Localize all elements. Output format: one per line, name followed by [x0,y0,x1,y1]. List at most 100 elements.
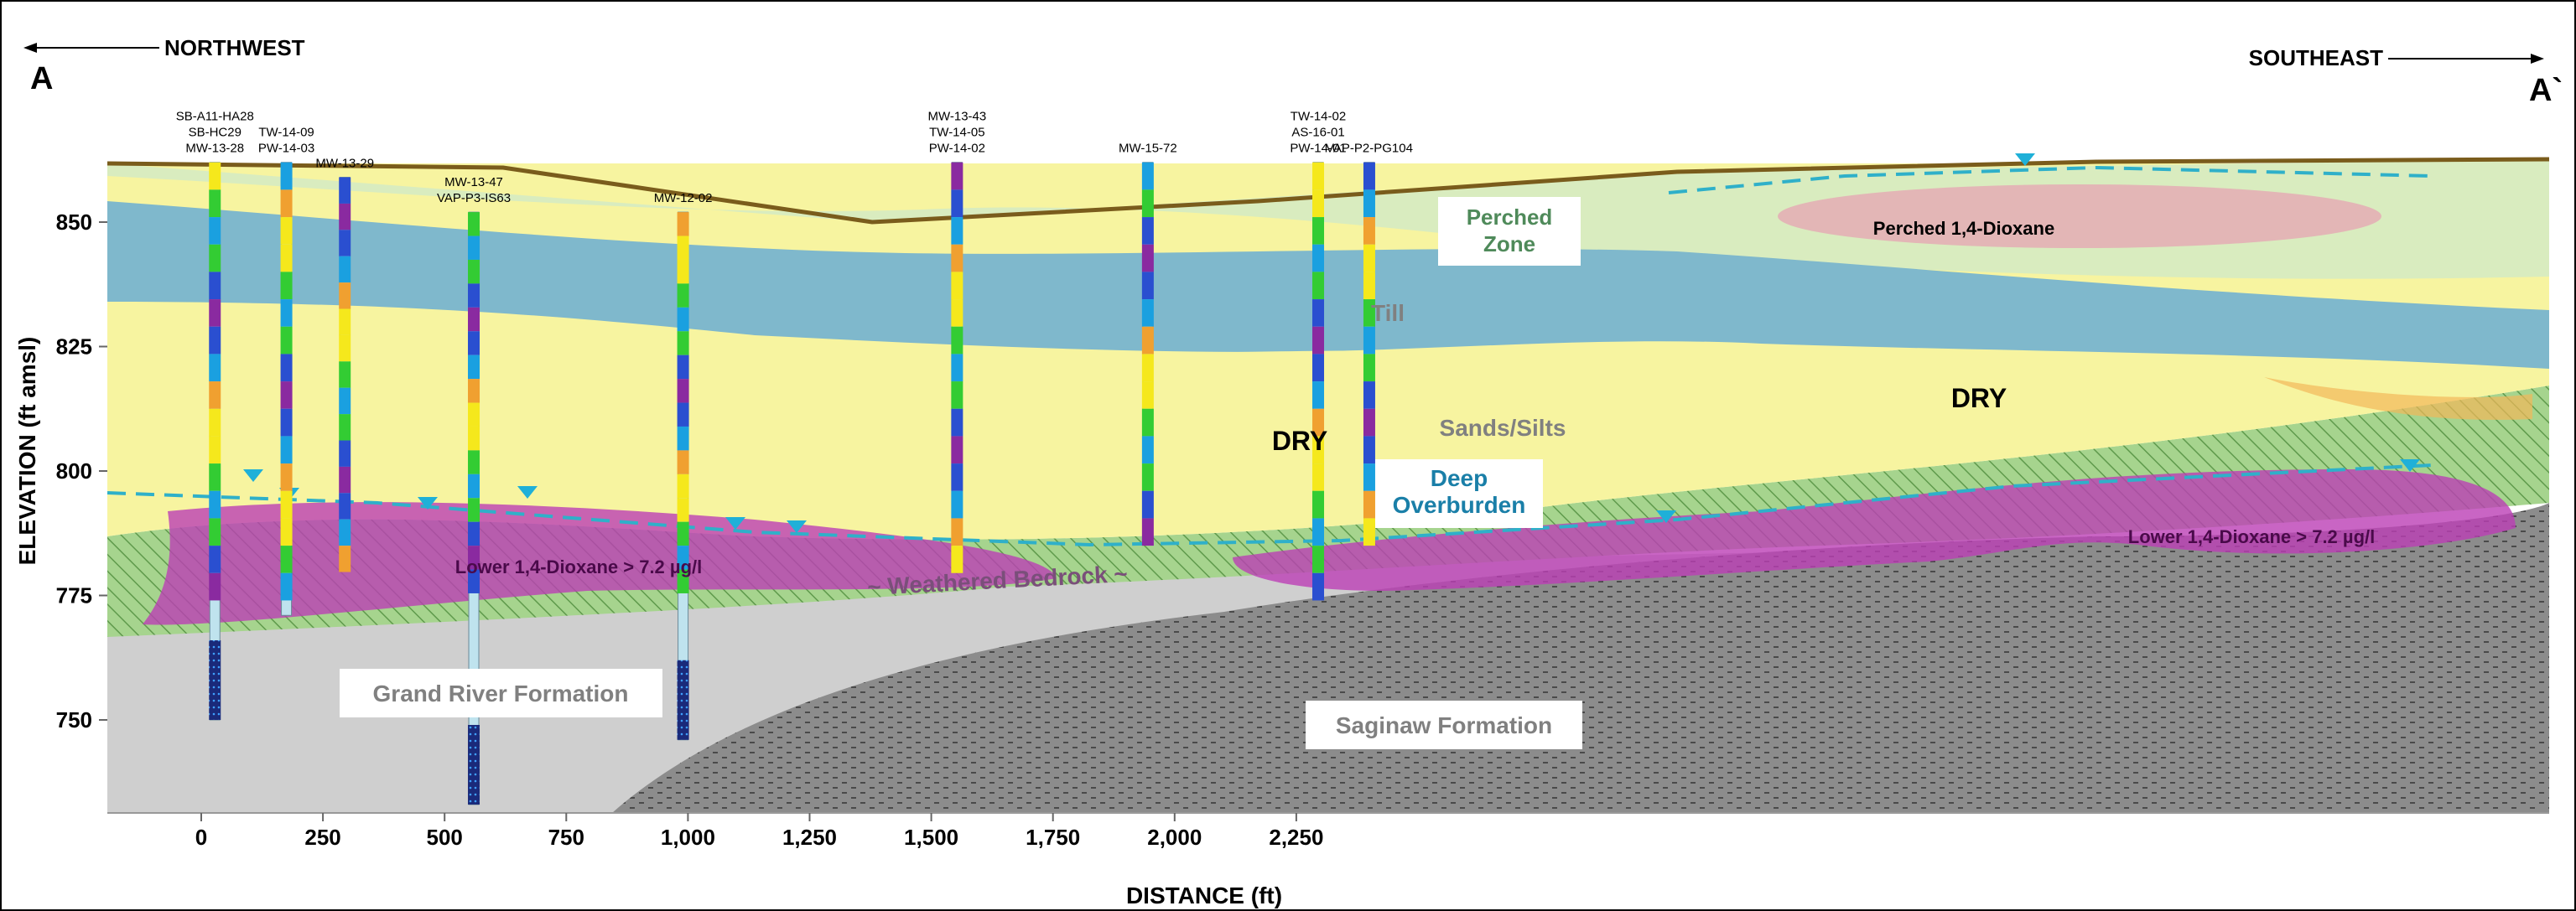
y-axis-label: ELEVATION (ft amsl) [14,337,40,566]
x-tick-label: 500 [427,825,463,850]
y-tick-label: 850 [56,210,92,235]
borehole-log-segment [1312,463,1325,491]
borehole-log-segment [468,569,480,593]
borehole-log-segment [209,354,221,382]
borehole-log-segment [209,217,221,245]
borehole-log-segment [1363,381,1375,409]
borehole-log-segment [1141,436,1154,464]
borehole-log-segment [1363,463,1375,491]
borehole-log-segment [677,307,689,332]
saginaw-formation [612,503,2549,813]
x-tick-label: 250 [304,825,340,850]
borehole-log-segment [1141,463,1154,491]
borehole-label: VAP-P2-PG104 [1326,142,1413,156]
borehole-log-segment [468,426,480,451]
borehole-log-segment [951,518,963,546]
borehole-log-segment [677,259,689,284]
borehole-log-segment [1312,518,1325,546]
borehole-log-segment [209,408,221,437]
borehole-w4: MW-13-47 VAP-P3-IS63 [437,175,511,805]
borehole-log-segment [1312,217,1325,245]
borehole-log-segment [209,381,221,409]
borehole-log-segment [1363,326,1375,355]
borehole-log-segment [951,326,963,355]
borehole-log-segment [209,272,221,300]
borehole-log-segment [1312,572,1325,601]
borehole-label: MW-13-47 [444,175,503,189]
x-tick-label: 2,000 [1147,825,1202,850]
borehole-log-segment [1141,299,1154,327]
borehole-log-segment [951,299,963,327]
till-label: Till [1371,300,1405,326]
borehole-log-segment [209,189,221,218]
x-axis-label: DISTANCE (ft) [1126,883,1282,908]
dry-label-left: DRY [1272,426,1327,456]
water-level-markers [243,153,2420,533]
borehole-log-segment [677,212,689,236]
borehole-log-segment [1141,354,1154,382]
lower-dioxane-plume-left [143,502,1057,625]
water-level-marker-icon [1656,510,1676,523]
borehole-log-segment [1312,272,1325,300]
borehole-label: PW-14-03 [258,142,314,156]
borehole-log-segment [209,436,221,464]
x-tick-label: 1,500 [904,825,958,850]
borehole-w2: TW-14-09 PW-14-03 [258,126,314,616]
water-level-marker-icon [725,517,745,530]
borehole-label: AS-16-01 [1291,126,1344,140]
borehole-w7: MW-15-72 [1119,142,1177,546]
borehole-log-segment [468,521,480,546]
borehole-log-segment [280,381,293,409]
borehole-log-segment [1312,162,1325,190]
borehole-log-segment [339,230,351,256]
borehole-log-segment [951,436,963,464]
saginaw-label-box [1306,701,1582,749]
borehole-log-segment [280,272,293,300]
borehole-log-segment [951,189,963,218]
borehole-log-segment [339,414,351,441]
borehole-log-segment [209,326,221,355]
borehole-log-segment [1312,546,1325,573]
borehole-log-segment [339,387,351,415]
borehole-label: MW-15-72 [1119,142,1177,156]
borehole-log-segment [209,244,221,272]
borehole-log-segment [468,498,480,522]
borehole-log-segment [339,203,351,230]
borehole-log-segment [280,518,293,546]
borehole-log-segment [1363,490,1375,519]
section-start-label: A [30,61,53,96]
borehole-log-segment [209,162,221,190]
borehole-log-segment [339,308,351,335]
borehole-log-segment [1363,244,1375,272]
borehole-log-segment [677,450,689,474]
borehole-log-segment [209,546,221,573]
borehole-label: PW-14-02 [929,142,985,156]
borehole-w3: MW-13-29 [315,157,374,572]
borehole-log-segment [677,283,689,308]
borehole-log-segment [280,572,293,601]
axes: ELEVATION (ft amsl) DISTANCE (ft) 850 825… [14,210,2549,908]
borehole-log-segment [1363,436,1375,464]
borehole-log-segment [468,259,480,284]
borehole-log-segment [280,244,293,272]
water-level-marker-icon [2015,153,2035,166]
borehole-log-segment [951,408,963,437]
x-tick-label: 2,250 [1269,825,1323,850]
borehole-log-segment [1312,299,1325,327]
lower-dioxane-label-left: Lower 1,4-Dioxane > 7.2 µg/l [455,556,703,577]
borehole-log-segment [280,546,293,573]
borehole-log-segment [1312,326,1325,355]
borehole-log-segment [339,334,351,362]
borehole-log-segment [339,256,351,283]
water-level-marker-icon [517,486,538,499]
orange-lens [2264,377,2532,420]
perched-dioxane-plume [1778,184,2381,248]
borehole-log-segment [468,474,480,499]
borehole-log-segment [1141,162,1154,190]
x-tick-label: 1,000 [661,825,715,850]
borehole-label: TW-14-05 [929,126,984,140]
borehole-log-segment [677,569,689,593]
borehole-log-segment [339,282,351,309]
borehole-log-segment [339,546,351,572]
